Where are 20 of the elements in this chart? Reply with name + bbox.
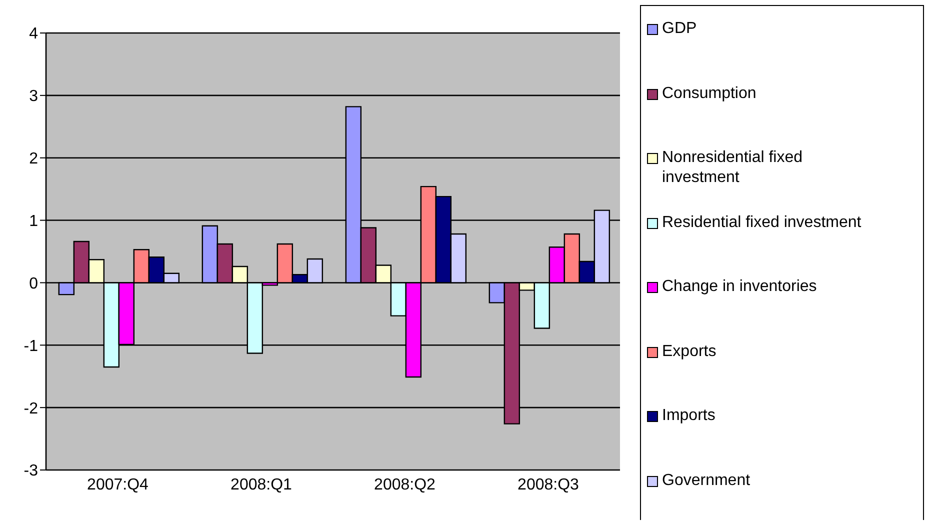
y-tick-label: 4 [29,26,38,43]
legend-label: Imports [662,406,716,426]
y-tick-label: 0 [29,275,38,292]
legend-label: GDP [662,19,698,39]
y-tick-label: -1 [24,338,38,355]
y-tick-label: -3 [24,462,38,480]
y-tick-label: 1 [29,212,38,230]
y-tick-label: 2 [29,150,38,168]
x-tick-label: 2008:Q2 [374,476,436,494]
y-tick-label: 3 [29,88,38,106]
legend-label: Change in inventories [662,277,818,297]
legend-label: Nonresidential fixed investment [662,148,804,188]
x-tick-label: 2008:Q1 [230,476,292,494]
x-tick-label: 2007:Q4 [87,476,149,494]
x-tick-label: 2008:Q3 [518,476,580,494]
legend-label: Consumption [662,84,758,104]
legend-label: Government [662,470,752,490]
legend-label: Residential fixed investment [662,212,862,232]
legend-label: Exports [662,342,718,362]
y-tick-label: -2 [24,400,38,418]
